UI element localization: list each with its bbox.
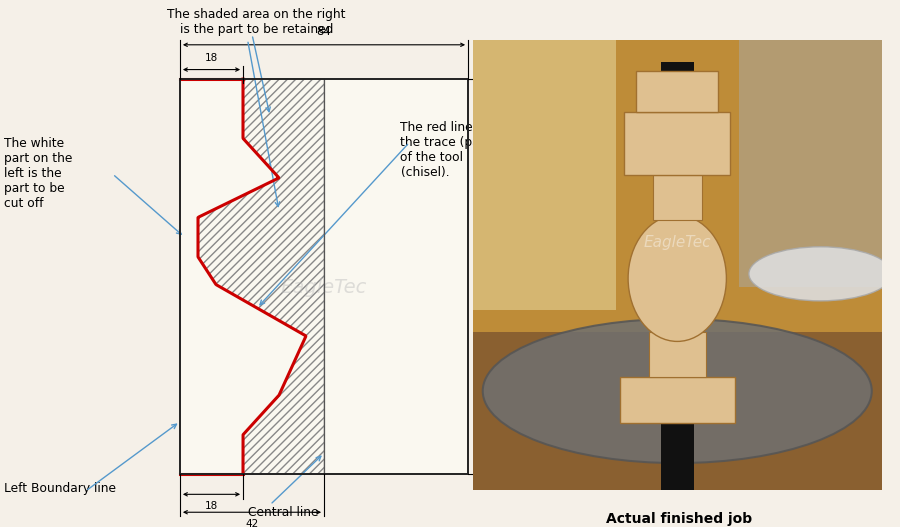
Bar	[620, 377, 734, 423]
Ellipse shape	[482, 319, 872, 463]
Ellipse shape	[749, 247, 892, 301]
Bar	[739, 40, 882, 287]
Text: EagleTec: EagleTec	[644, 235, 711, 250]
Text: Central line: Central line	[248, 506, 318, 519]
Text: 84: 84	[317, 25, 331, 38]
Polygon shape	[198, 79, 324, 474]
Text: The red line is
the trace (path)
of the tool
(chisel).: The red line is the trace (path) of the …	[400, 121, 498, 179]
Bar	[649, 333, 706, 377]
Text: The white
part on the
left is the
part to be
cut off: The white part on the left is the part t…	[4, 137, 73, 210]
Text: EagleTec: EagleTec	[281, 278, 367, 297]
Bar	[636, 71, 718, 112]
Bar	[661, 62, 694, 490]
Text: The shaded area on the right
is the part to be retained: The shaded area on the right is the part…	[167, 8, 346, 36]
FancyArrow shape	[518, 237, 585, 285]
Bar	[180, 79, 468, 474]
Text: 18: 18	[205, 53, 218, 63]
Bar	[180, 79, 468, 474]
Text: 18: 18	[205, 501, 218, 511]
Bar	[472, 40, 616, 310]
Text: 100: 100	[517, 266, 529, 288]
Text: Left Boundary line: Left Boundary line	[4, 482, 116, 495]
Bar	[652, 175, 702, 220]
Text: 42: 42	[246, 519, 258, 527]
Ellipse shape	[628, 215, 726, 341]
Text: Actual finished job: Actual finished job	[607, 512, 752, 526]
Bar	[624, 112, 731, 175]
Bar	[472, 40, 882, 333]
